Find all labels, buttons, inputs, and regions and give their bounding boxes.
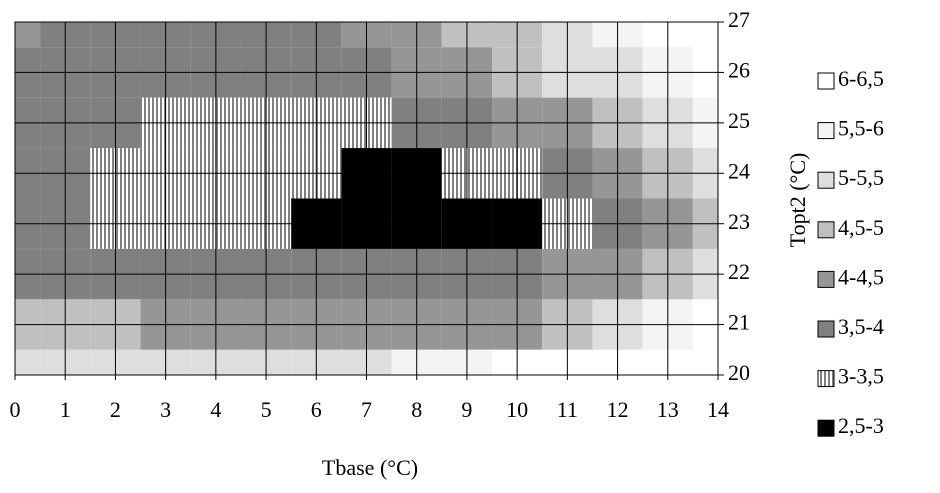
legend-swatch (817, 171, 835, 189)
legend-swatch (817, 320, 835, 338)
y-tick-label: 20 (728, 360, 750, 385)
x-tick-label: 5 (261, 397, 272, 422)
x-tick-label: 13 (657, 397, 679, 422)
legend-swatch (817, 221, 835, 239)
x-tick-label: 1 (60, 397, 71, 422)
legend-label: 4-4,5 (838, 264, 884, 289)
legend-swatch (817, 122, 835, 140)
y-tick-label: 25 (728, 108, 750, 133)
x-tick-label: 8 (411, 397, 422, 422)
x-tick-label: 2 (110, 397, 121, 422)
y-tick-label: 22 (728, 259, 750, 284)
legend-label: 6-6,5 (838, 66, 884, 91)
x-tick-label: 12 (607, 397, 629, 422)
x-tick-label: 3 (160, 397, 171, 422)
legend-swatch (817, 419, 835, 437)
y-tick-label: 23 (728, 209, 750, 234)
x-tick-label: 0 (10, 397, 21, 422)
legend-label: 4,5-5 (838, 215, 884, 240)
legend-swatch (817, 370, 835, 388)
legend-swatch (817, 270, 835, 288)
legend-swatch (817, 72, 835, 90)
legend-label: 2,5-3 (838, 413, 884, 438)
y-axis-label: Topt2 (°C) (785, 153, 810, 248)
contour-cell (15, 22, 41, 48)
x-tick-label: 9 (461, 397, 472, 422)
y-tick-label: 24 (728, 158, 750, 183)
legend-label: 3-3,5 (838, 364, 884, 389)
legend-label: 5-5,5 (838, 165, 884, 190)
legend-label: 3,5-4 (838, 314, 884, 339)
y-tick-label: 26 (728, 57, 750, 82)
x-tick-label: 7 (361, 397, 372, 422)
contour-cell (15, 349, 41, 375)
x-tick-label: 11 (557, 397, 578, 422)
plot-frame (14, 21, 719, 376)
x-tick-label: 10 (506, 397, 528, 422)
contour-field (15, 22, 718, 375)
x-axis-label: Tbase (°C) (322, 455, 418, 480)
legend-label: 5,5-6 (838, 116, 884, 141)
contour-cell (692, 349, 718, 375)
x-tick-label: 6 (311, 397, 322, 422)
y-tick-label: 21 (728, 310, 750, 335)
contour-cell (692, 22, 718, 48)
y-tick-label: 27 (728, 7, 750, 32)
x-tick-label: 4 (210, 397, 221, 422)
x-tick-label: 14 (707, 397, 729, 422)
